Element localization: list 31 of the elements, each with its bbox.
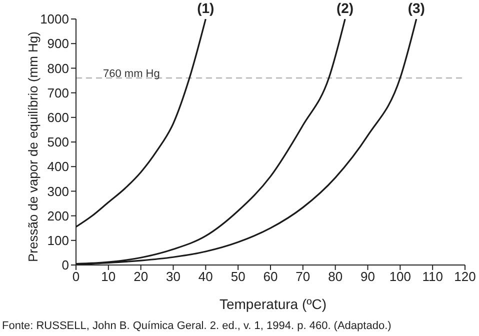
x-tick-label: 10	[101, 269, 116, 284]
y-tick-label: 600	[47, 110, 69, 126]
y-tick-label: 700	[47, 85, 69, 100]
y-tick-label: 800	[47, 60, 69, 76]
x-tick-label: 40	[198, 269, 213, 284]
x-tick-label: 100	[389, 269, 412, 284]
x-tick-label: 50	[230, 269, 246, 284]
y-tick-label: 0	[62, 258, 69, 273]
series-label: (1)	[197, 0, 214, 16]
x-tick-label: 20	[134, 269, 148, 284]
x-tick-label: 70	[296, 269, 310, 284]
y-tick-label: 400	[47, 159, 69, 174]
x-tick-label: 120	[454, 269, 476, 284]
x-tick-label: 110	[422, 269, 443, 284]
y-tick-label: 1000	[40, 12, 69, 27]
x-tick-label: 0	[72, 269, 80, 284]
ref-line-label: 760 mm Hg	[103, 68, 160, 80]
series-label: (3)	[408, 0, 425, 16]
y-tick-label: 200	[47, 208, 69, 224]
source-note: Fonte: RUSSELL, John B. Química Geral. 2. ed., v. 1, 1994. p. 460. (Adaptado.)	[2, 320, 392, 332]
y-tick-label: 900	[47, 36, 69, 52]
y-tick-label: 100	[47, 233, 69, 248]
y-axis-title: Pressão de vapor de equilíbrio (mm Hg)	[26, 32, 41, 262]
x-tick-label: 30	[166, 269, 180, 284]
y-tick-label: 500	[47, 134, 69, 150]
x-tick-label: 90	[360, 269, 375, 284]
x-tick-label: 60	[263, 269, 278, 284]
x-tick-label: 80	[328, 269, 343, 284]
x-axis-title: Temperatura (ºC)	[218, 296, 328, 312]
y-tick-label: 300	[47, 184, 69, 199]
series-label: (2)	[336, 0, 354, 16]
